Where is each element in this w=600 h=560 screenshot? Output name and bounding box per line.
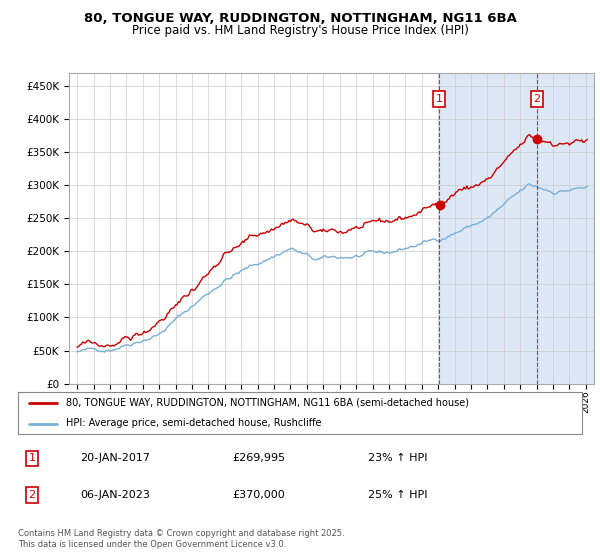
Text: HPI: Average price, semi-detached house, Rushcliffe: HPI: Average price, semi-detached house,… — [66, 418, 322, 428]
Text: 25% ↑ HPI: 25% ↑ HPI — [368, 490, 427, 500]
Text: Contains HM Land Registry data © Crown copyright and database right 2025.
This d: Contains HM Land Registry data © Crown c… — [18, 529, 344, 549]
Text: 06-JAN-2023: 06-JAN-2023 — [80, 490, 150, 500]
Bar — [439, 73, 594, 384]
Text: 1: 1 — [29, 454, 35, 464]
Text: £370,000: £370,000 — [232, 490, 285, 500]
Text: 1: 1 — [436, 94, 442, 104]
Text: 23% ↑ HPI: 23% ↑ HPI — [368, 454, 427, 464]
Text: £269,995: £269,995 — [232, 454, 286, 464]
Text: 80, TONGUE WAY, RUDDINGTON, NOTTINGHAM, NG11 6BA: 80, TONGUE WAY, RUDDINGTON, NOTTINGHAM, … — [83, 12, 517, 25]
Text: 80, TONGUE WAY, RUDDINGTON, NOTTINGHAM, NG11 6BA (semi-detached house): 80, TONGUE WAY, RUDDINGTON, NOTTINGHAM, … — [66, 398, 469, 408]
Text: 2: 2 — [533, 94, 541, 104]
Text: 2: 2 — [29, 490, 35, 500]
Text: 20-JAN-2017: 20-JAN-2017 — [80, 454, 150, 464]
Text: Price paid vs. HM Land Registry's House Price Index (HPI): Price paid vs. HM Land Registry's House … — [131, 24, 469, 36]
